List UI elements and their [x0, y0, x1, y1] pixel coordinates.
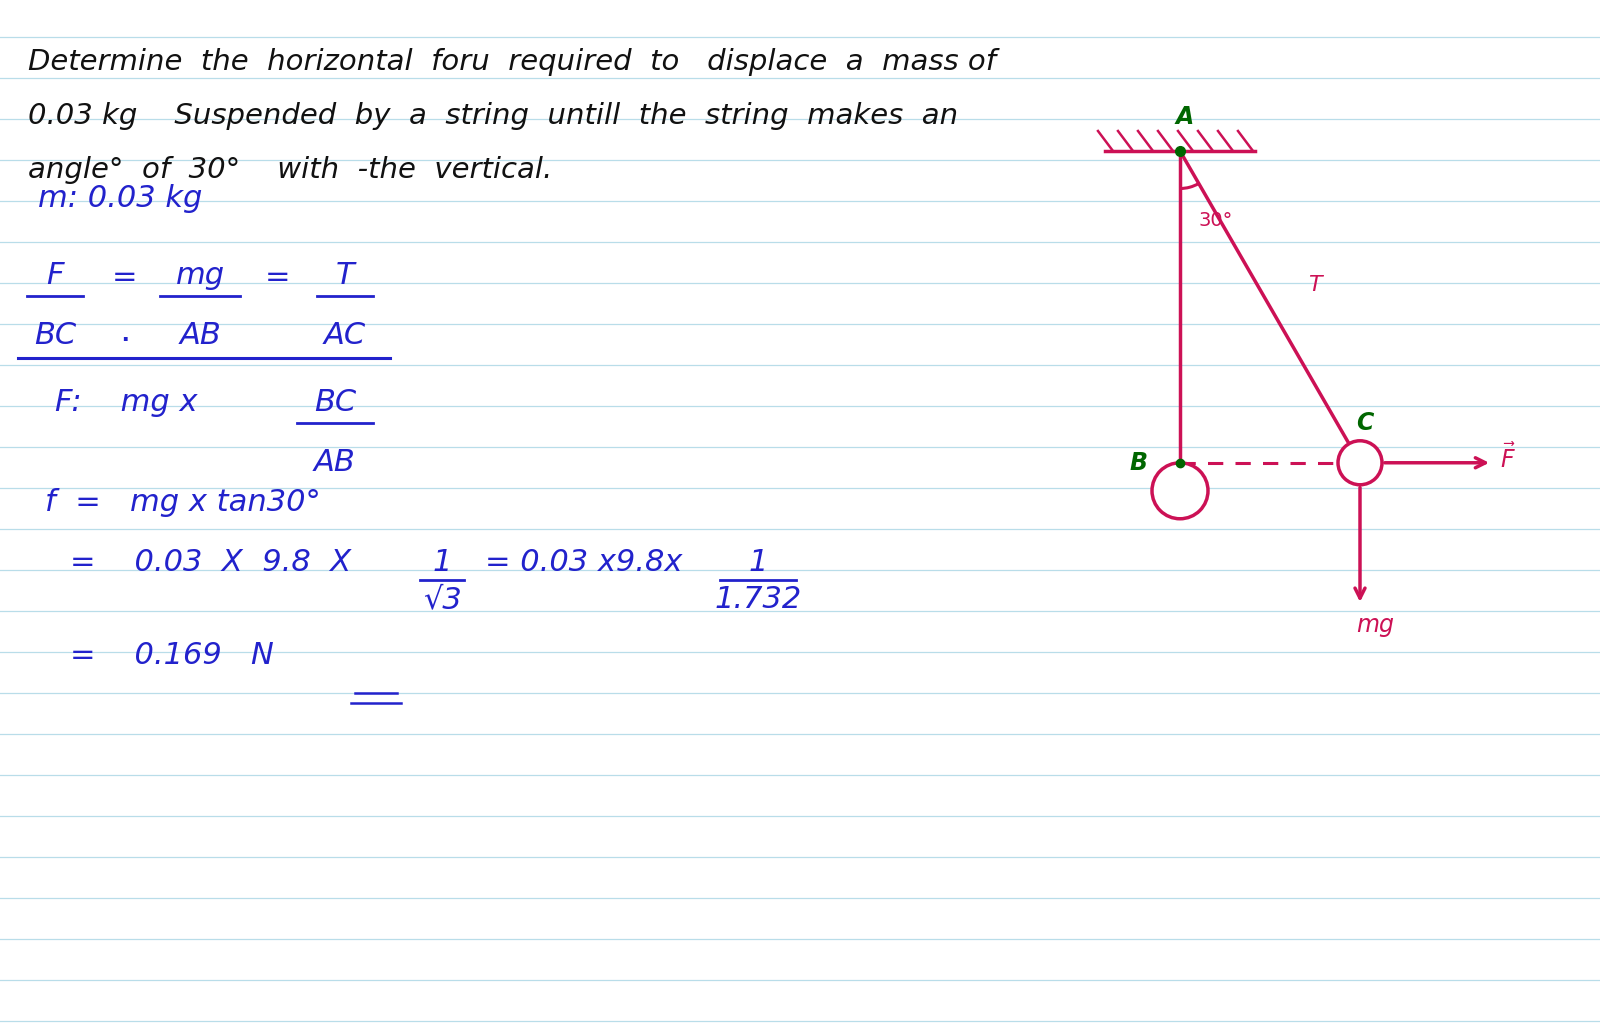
- Text: 1.732: 1.732: [714, 585, 802, 614]
- Text: =    0.169   N: = 0.169 N: [70, 641, 274, 670]
- Text: angle°  of  30°    with  -the  vertical.: angle° of 30° with -the vertical.: [29, 156, 552, 184]
- Text: T: T: [336, 261, 354, 290]
- Text: BC: BC: [34, 321, 77, 350]
- Text: F:    mg x: F: mg x: [54, 388, 197, 417]
- Text: .: .: [120, 314, 131, 348]
- Text: 30°: 30°: [1198, 211, 1232, 230]
- Text: =: =: [266, 263, 291, 292]
- Text: √3: √3: [422, 585, 461, 614]
- Text: 0.03 kg    Suspended  by  a  string  untill  the  string  makes  an: 0.03 kg Suspended by a string untill the…: [29, 102, 958, 130]
- Circle shape: [1152, 463, 1208, 519]
- Text: = 0.03 x9.8x: = 0.03 x9.8x: [485, 548, 682, 577]
- Text: 1: 1: [749, 548, 768, 577]
- Text: mg: mg: [1357, 613, 1394, 637]
- Text: A: A: [1176, 105, 1194, 129]
- Text: f  =   mg x tan30°: f = mg x tan30°: [45, 488, 320, 517]
- Text: AC: AC: [323, 321, 366, 350]
- Text: $\vec{F}$: $\vec{F}$: [1501, 443, 1515, 473]
- Text: mg: mg: [176, 261, 224, 290]
- Text: BC: BC: [314, 388, 357, 417]
- Circle shape: [1338, 441, 1382, 484]
- Text: AB: AB: [314, 448, 355, 477]
- Text: Determine  the  horizontal  foru  required  to   displace  a  mass of: Determine the horizontal foru required t…: [29, 48, 995, 76]
- Text: F: F: [46, 261, 64, 290]
- Text: m: 0.03 kg: m: 0.03 kg: [38, 184, 202, 213]
- Text: T: T: [1309, 275, 1322, 294]
- Text: AB: AB: [179, 321, 221, 350]
- Text: =: =: [112, 263, 138, 292]
- Text: 1: 1: [432, 548, 451, 577]
- Text: B: B: [1130, 450, 1149, 475]
- Text: =    0.03  X  9.8  X: = 0.03 X 9.8 X: [70, 548, 350, 577]
- Text: C: C: [1357, 410, 1374, 435]
